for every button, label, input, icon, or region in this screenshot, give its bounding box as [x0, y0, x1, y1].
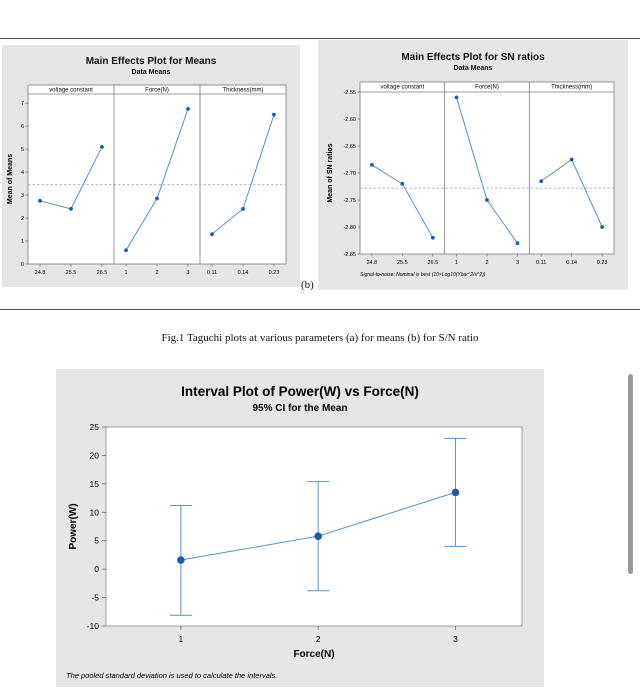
- y-axis-label: Mean of SN ratios: [327, 143, 334, 202]
- interval-chart-subtitle: 95% CI for the Mean: [252, 403, 347, 414]
- sn-chart-title: Main Effects Plot for SN ratios: [401, 52, 545, 63]
- x-tick-label: 1: [179, 634, 184, 644]
- chart-footnote: Signal-to-noise: Nominal is best (10×Log…: [360, 272, 486, 278]
- y-tick-label: 6: [21, 124, 24, 130]
- x-tick-label: 0.11: [207, 270, 217, 276]
- y-tick-label: 5: [94, 536, 99, 546]
- data-point: [515, 241, 520, 246]
- mean-point: [451, 488, 460, 497]
- x-tick-label: 2: [155, 270, 158, 276]
- y-tick-label: 25: [90, 422, 100, 432]
- means-chart-panel: Main Effects Plot for Means Data Means v…: [2, 45, 300, 287]
- y-tick-label: 2: [21, 216, 24, 222]
- x-tick-label: 0.23: [269, 270, 280, 276]
- plot-area: [359, 81, 615, 255]
- data-point: [38, 198, 42, 203]
- x-tick-label: 1: [455, 260, 458, 266]
- mean-point: [177, 556, 185, 564]
- y-tick-label: 15: [90, 479, 100, 489]
- factor-label: Force(N): [145, 88, 169, 94]
- x-tick-label: 0.14: [566, 260, 577, 266]
- data-point: [539, 179, 544, 184]
- panel-b-label: (b): [301, 279, 314, 291]
- mean-point: [314, 532, 322, 540]
- y-tick-label: 1: [21, 239, 24, 245]
- x-tick-label: 0.23: [597, 260, 608, 266]
- x-tick-label: 3: [516, 260, 519, 266]
- y-tick-label: 3: [21, 193, 24, 199]
- y-tick-label: 20: [90, 450, 100, 460]
- plot-area: [105, 426, 523, 627]
- chart-footnote: The pooled standard deviation is used to…: [66, 671, 277, 680]
- factor-label: voltage constant: [380, 85, 424, 91]
- plot-area: [27, 84, 287, 265]
- data-point: [124, 248, 128, 253]
- x-tick-label: 24.8: [35, 270, 46, 276]
- x-tick-label: 2: [316, 634, 321, 644]
- sn-chart-panel: Main Effects Plot for SN ratios Data Mea…: [318, 40, 628, 290]
- interval-chart-panel: Interval Plot of Power(W) vs Force(N) 95%…: [56, 369, 544, 687]
- interval-chart: Interval Plot of Power(W) vs Force(N) 95%…: [66, 384, 523, 680]
- y-tick-label: 7: [21, 101, 24, 107]
- data-point: [241, 206, 245, 211]
- x-tick-label: 3: [453, 634, 458, 644]
- data-point: [155, 196, 159, 201]
- y-tick-label: -2.80: [343, 225, 356, 231]
- data-point: [400, 181, 405, 186]
- x-tick-label: 24.8: [366, 260, 377, 266]
- data-point: [454, 95, 459, 100]
- figure-caption: Fig.1 Taguchi plots at various parameter…: [161, 332, 479, 344]
- scrollbar[interactable]: [628, 374, 633, 574]
- data-point: [369, 163, 374, 167]
- x-tick-label: 26.5: [427, 260, 438, 266]
- x-tick-label: 0.14: [238, 270, 249, 276]
- data-point: [69, 206, 73, 211]
- factor-label: voltage constant: [49, 88, 93, 94]
- data-point: [272, 112, 276, 117]
- means-chart: voltage constant 24.8 25.5 26.5 Force(N) 1 2 3 T…: [7, 84, 287, 276]
- x-tick-label: 25.5: [66, 270, 77, 276]
- y-tick-label: -2.75: [343, 198, 356, 204]
- x-axis-label: Force(N): [293, 649, 334, 660]
- y-tick-label: 5: [21, 147, 24, 153]
- means-chart-title: Main Effects Plot for Means: [85, 56, 217, 67]
- x-tick-label: 26.5: [97, 270, 108, 276]
- y-tick-label: -2.55: [343, 90, 356, 96]
- data-point: [600, 225, 605, 229]
- y-tick-label: 0: [21, 262, 24, 268]
- interval-chart-title: Interval Plot of Power(W) vs Force(N): [181, 384, 419, 399]
- factor-label: Thickness(mm): [551, 85, 592, 91]
- y-tick-label: -10: [87, 621, 100, 631]
- x-tick-label: 3: [186, 270, 189, 276]
- data-point: [569, 157, 574, 162]
- y-axis-label: Mean of Means: [7, 154, 14, 204]
- factor-label: Thickness(mm): [222, 88, 263, 94]
- y-tick-label: 4: [21, 170, 24, 176]
- x-tick-label: 2: [485, 260, 488, 266]
- data-point: [100, 144, 104, 149]
- factor-label: Force(N): [475, 85, 499, 91]
- middle-rule: [0, 309, 640, 310]
- y-tick-label: 10: [90, 507, 100, 517]
- top-rule: [0, 38, 640, 39]
- sn-chart: voltage constant 24.8 25.5 26.5 Force(N) 1 2 3 T…: [327, 81, 615, 278]
- x-tick-label: 1: [125, 270, 128, 276]
- sn-chart-subtitle: Data Means: [453, 65, 493, 72]
- x-tick-label: 0.11: [536, 260, 546, 266]
- y-tick-label: -2.60: [343, 117, 356, 123]
- data-point: [186, 107, 190, 111]
- y-tick-label: 0: [94, 564, 99, 574]
- y-axis-label: Power(W): [68, 503, 79, 549]
- means-chart-subtitle: Data Means: [131, 69, 171, 76]
- data-point: [210, 232, 214, 237]
- x-tick-label: 25.5: [397, 260, 408, 266]
- y-tick-label: -2.85: [343, 252, 356, 258]
- y-tick-label: -2.70: [343, 171, 356, 177]
- data-point: [430, 235, 435, 240]
- data-point: [485, 198, 489, 202]
- y-tick-label: -5: [91, 593, 99, 603]
- y-tick-label: -2.65: [343, 144, 356, 150]
